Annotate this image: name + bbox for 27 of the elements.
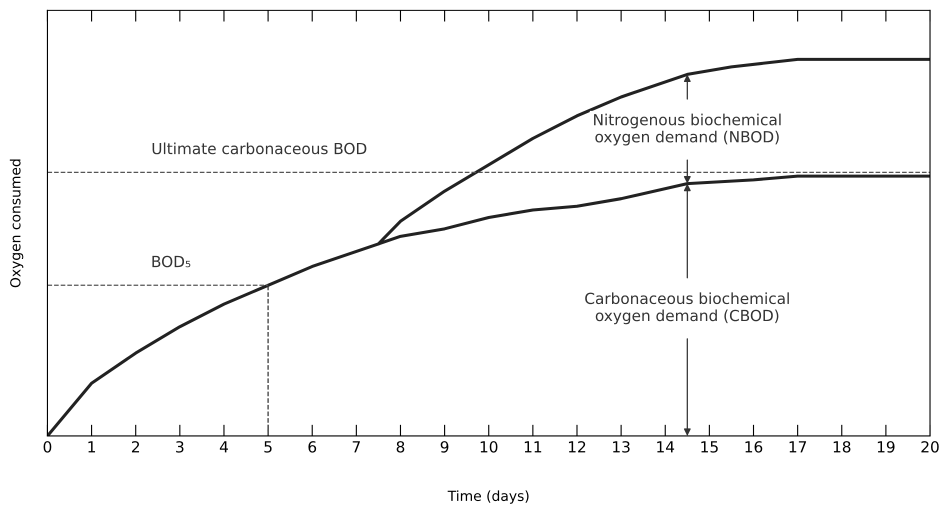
x-tick-label: 16 bbox=[745, 441, 762, 453]
x-tick-label: 13 bbox=[613, 441, 630, 453]
annotation: Carbonaceous biochemical oxygen demand (CBOD) bbox=[585, 292, 789, 324]
x-tick-label: 20 bbox=[921, 441, 939, 453]
x-tick-label: 0 bbox=[44, 441, 52, 453]
x-tick-label: 17 bbox=[790, 441, 806, 452]
x-tick-label: 7 bbox=[352, 441, 360, 452]
x-tick-label: 3 bbox=[176, 441, 184, 453]
annotation: Nitrogenous biochemical oxygen demand (NBOD) bbox=[594, 114, 781, 146]
x-tick-label: 6 bbox=[308, 441, 316, 453]
x-tick-label: 18 bbox=[834, 441, 850, 453]
x-tick-label: 14 bbox=[657, 441, 674, 452]
x-tick-label: 10 bbox=[480, 441, 498, 453]
x-tick-label: 1 bbox=[88, 441, 96, 452]
x-tick-label: 4 bbox=[220, 441, 228, 452]
x-tick-label: 12 bbox=[568, 441, 586, 452]
x-tick-label: 8 bbox=[396, 441, 404, 453]
annotation: BOD₅ bbox=[152, 256, 190, 268]
x-tick-label: 15 bbox=[701, 441, 718, 453]
x-tick-label: 9 bbox=[440, 441, 448, 453]
x-tick-label: 5 bbox=[264, 441, 272, 453]
y-axis-title: Oxygen consumed bbox=[10, 160, 24, 288]
x-tick-label: 2 bbox=[132, 441, 140, 452]
x-tick-label: 19 bbox=[878, 441, 895, 453]
annotation: Ultimate carbonaceous BOD bbox=[152, 142, 366, 154]
x-tick-label: 11 bbox=[524, 441, 542, 452]
x-axis-title: Time (days) bbox=[448, 490, 529, 504]
